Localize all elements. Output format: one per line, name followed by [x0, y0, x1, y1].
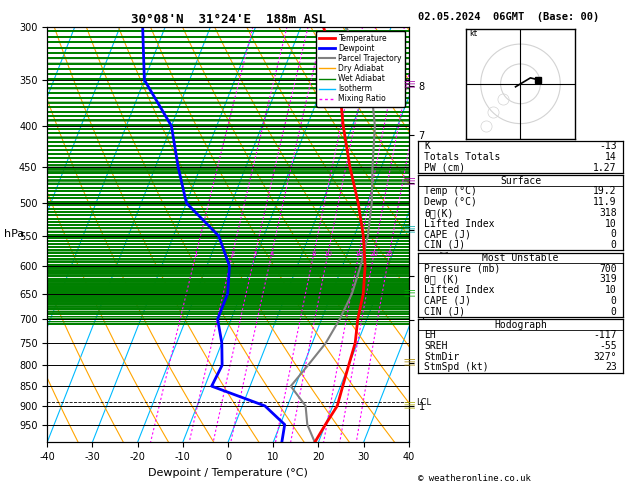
Text: 700: 700 [599, 264, 616, 274]
Text: EH: EH [425, 330, 436, 340]
Text: 19.2: 19.2 [593, 187, 616, 196]
Text: Hodograph: Hodograph [494, 320, 547, 330]
Text: 16: 16 [354, 251, 363, 257]
Text: 02.05.2024  06GMT  (Base: 00): 02.05.2024 06GMT (Base: 00) [418, 12, 599, 22]
Text: θᴇ (K): θᴇ (K) [425, 275, 460, 284]
Text: 4: 4 [269, 251, 274, 257]
Text: |||: ||| [403, 177, 413, 187]
Text: SREH: SREH [425, 341, 448, 351]
Text: 0: 0 [611, 229, 616, 239]
Y-axis label: km
ASL: km ASL [428, 226, 449, 243]
Text: CAPE (J): CAPE (J) [425, 296, 471, 306]
X-axis label: Dewpoint / Temperature (°C): Dewpoint / Temperature (°C) [148, 468, 308, 478]
Text: hPa: hPa [4, 229, 25, 240]
Text: θᴇ(K): θᴇ(K) [425, 208, 454, 218]
Text: Totals Totals: Totals Totals [425, 152, 501, 162]
Text: 11.9: 11.9 [593, 197, 616, 207]
Text: |||: ||| [403, 358, 413, 368]
Text: CAPE (J): CAPE (J) [425, 229, 471, 239]
Text: Mixing Ratio (g/kg): Mixing Ratio (g/kg) [440, 228, 450, 308]
Text: 8: 8 [311, 251, 316, 257]
Text: kt: kt [469, 29, 477, 38]
Text: -13: -13 [599, 141, 616, 151]
Text: Pressure (mb): Pressure (mb) [425, 264, 501, 274]
Text: 0: 0 [611, 296, 616, 306]
Text: StmSpd (kt): StmSpd (kt) [425, 363, 489, 372]
Text: |||: ||| [403, 401, 413, 411]
Title: 30°08'N  31°24'E  188m ASL: 30°08'N 31°24'E 188m ASL [130, 13, 326, 26]
Text: 319: 319 [599, 275, 616, 284]
Text: K: K [425, 141, 430, 151]
Text: Lifted Index: Lifted Index [425, 219, 495, 228]
Text: |||: ||| [403, 80, 413, 90]
Text: 3: 3 [253, 251, 257, 257]
Text: 25: 25 [385, 251, 394, 257]
Text: Most Unstable: Most Unstable [482, 253, 559, 263]
Text: Surface: Surface [500, 176, 541, 186]
Text: 20: 20 [369, 251, 378, 257]
Text: CIN (J): CIN (J) [425, 307, 465, 316]
Text: 10: 10 [605, 285, 616, 295]
Text: Dewp (°C): Dewp (°C) [425, 197, 477, 207]
Text: © weatheronline.co.uk: © weatheronline.co.uk [418, 474, 531, 483]
Text: LCL: LCL [416, 398, 431, 407]
Text: |||: ||| [403, 289, 413, 298]
Text: 2: 2 [230, 251, 235, 257]
Text: -55: -55 [599, 341, 616, 351]
Text: Temp (°C): Temp (°C) [425, 187, 477, 196]
Text: |||: ||| [403, 225, 413, 234]
Text: 0: 0 [611, 307, 616, 316]
Text: 10: 10 [323, 251, 332, 257]
Text: 0: 0 [611, 240, 616, 250]
Text: 318: 318 [599, 208, 616, 218]
Text: 10: 10 [605, 219, 616, 228]
Legend: Temperature, Dewpoint, Parcel Trajectory, Dry Adiabat, Wet Adiabat, Isotherm, Mi: Temperature, Dewpoint, Parcel Trajectory… [316, 31, 405, 106]
Text: CIN (J): CIN (J) [425, 240, 465, 250]
Text: 327°: 327° [593, 352, 616, 362]
Text: StmDir: StmDir [425, 352, 460, 362]
Text: 23: 23 [605, 363, 616, 372]
Text: PW (cm): PW (cm) [425, 163, 465, 173]
Text: 1.27: 1.27 [593, 163, 616, 173]
Text: 1: 1 [194, 251, 198, 257]
Text: 14: 14 [605, 152, 616, 162]
Text: Lifted Index: Lifted Index [425, 285, 495, 295]
Text: -117: -117 [593, 330, 616, 340]
